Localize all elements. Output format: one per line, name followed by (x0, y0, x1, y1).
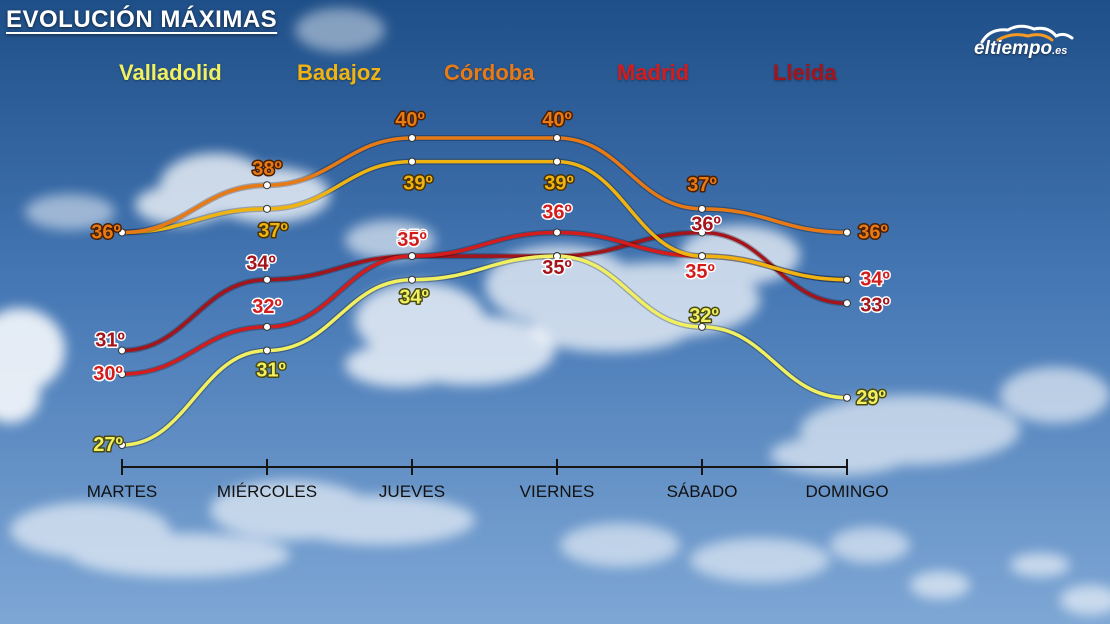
eltiempo-logo: eltiempo.es (968, 24, 1086, 64)
series-shadow-cordoba (121, 134, 848, 236)
data-label-cordoba: 40º (542, 109, 572, 131)
data-point-valladolid (698, 322, 706, 331)
data-label-valladolid: 27º (93, 434, 123, 456)
series-line-lleida (120, 230, 849, 353)
data-point-cordoba (118, 228, 126, 237)
data-point-valladolid (843, 393, 851, 402)
cloud (295, 8, 385, 52)
data-label-cordoba: 36º (91, 221, 121, 243)
x-tick-label: MARTES (87, 482, 158, 501)
cloud (345, 220, 435, 260)
series-line-cordoba (120, 136, 849, 235)
data-label-cordoba: 38º (252, 158, 282, 180)
series-line-valladolid (120, 254, 849, 447)
data-point-cordoba (553, 134, 561, 142)
data-point-valladolid (408, 275, 416, 284)
data-point-lleida (263, 275, 271, 284)
legend-madrid: Madrid (617, 60, 690, 85)
data-point-lleida (118, 346, 126, 355)
cloud (0, 308, 65, 423)
data-point-valladolid (118, 441, 126, 449)
page-title: EVOLUCIÓN MÁXIMAS (6, 6, 278, 33)
data-label-valladolid: 31º (256, 360, 286, 382)
data-label-lleida: 36º (691, 213, 721, 235)
data-label-valladolid: 34º (399, 287, 429, 309)
series-shadow-badajoz (121, 158, 848, 283)
data-label-lleida: 35º (542, 257, 572, 279)
series-layer (118, 134, 851, 449)
cloud (910, 553, 1110, 615)
data-point-badajoz (553, 157, 561, 166)
x-tick-label: SÁBADO (667, 482, 738, 501)
legend-valladolid: Valladolid (119, 60, 222, 85)
data-label-madrid: 34º (860, 269, 890, 291)
data-point-cordoba (843, 228, 851, 237)
data-point-badajoz (843, 275, 851, 284)
cloud (345, 282, 555, 387)
data-label-cordoba: 36º (858, 221, 888, 243)
data-label-badajoz: 39º (544, 173, 574, 195)
legend-cordoba: Córdoba (444, 60, 535, 85)
data-label-valladolid: 29º (856, 387, 886, 409)
logo-tld: .es (1052, 45, 1068, 57)
data-label-madrid: 36º (542, 201, 572, 223)
logo-name: eltiempo (974, 38, 1053, 59)
logo-text: eltiempo.es (974, 38, 1067, 60)
x-tick-label: VIERNES (520, 482, 595, 501)
legend-badajoz: Badajoz (297, 60, 382, 85)
data-point-lleida (698, 228, 706, 237)
data-point-lleida (843, 299, 851, 308)
data-label-madrid: 35º (685, 261, 715, 283)
data-label-lleida: 34º (246, 253, 276, 275)
data-point-cordoba (263, 181, 271, 190)
data-point-badajoz (263, 204, 271, 213)
data-label-madrid: 32º (252, 296, 282, 318)
series-shadow-valladolid (121, 253, 848, 448)
x-tick-label: JUEVES (379, 482, 445, 501)
x-axis: MARTES MIÉRCOLES JUEVES VIERNES SÁBADO DOMING… (87, 459, 889, 501)
data-point-badajoz (408, 157, 416, 166)
data-point-cordoba (698, 204, 706, 213)
data-point-valladolid (263, 346, 271, 355)
cloud (10, 480, 475, 577)
data-label-layer: 27º 31º 34º 32º 29º 37º 39º 39º 36º 38º 40º 40º 37º 3… (90, 108, 892, 458)
data-point-madrid (263, 322, 271, 331)
data-label-madrid: 35º (397, 229, 427, 251)
data-label-valladolid: 32º (689, 305, 719, 327)
data-label-lleida: 33º (860, 294, 890, 316)
data-label-lleida: 31º (95, 330, 125, 352)
data-point-madrid (553, 228, 561, 237)
cloud (770, 367, 1110, 475)
data-label-badajoz: 39º (403, 173, 433, 195)
data-point-madrid (408, 252, 416, 261)
data-label-madrid: 30º (93, 363, 123, 385)
x-tick-label: DOMINGO (805, 482, 888, 501)
data-point-valladolid (553, 252, 561, 261)
data-point-badajoz (698, 252, 706, 261)
x-tick-label: MIÉRCOLES (217, 482, 317, 501)
series-line-badajoz (120, 159, 849, 282)
data-label-cordoba: 37º (687, 174, 717, 196)
cloud (560, 523, 910, 582)
legend-lleida: Lleida (773, 60, 837, 85)
data-point-cordoba (408, 134, 416, 142)
cloud (25, 194, 115, 230)
data-point-madrid (118, 370, 126, 379)
data-label-badajoz: 37º (258, 220, 288, 242)
logo-cloud-icon (980, 24, 1074, 44)
data-label-cordoba: 40º (395, 109, 425, 131)
cloud (485, 225, 800, 352)
data-label-lleida: 35º (397, 227, 427, 249)
